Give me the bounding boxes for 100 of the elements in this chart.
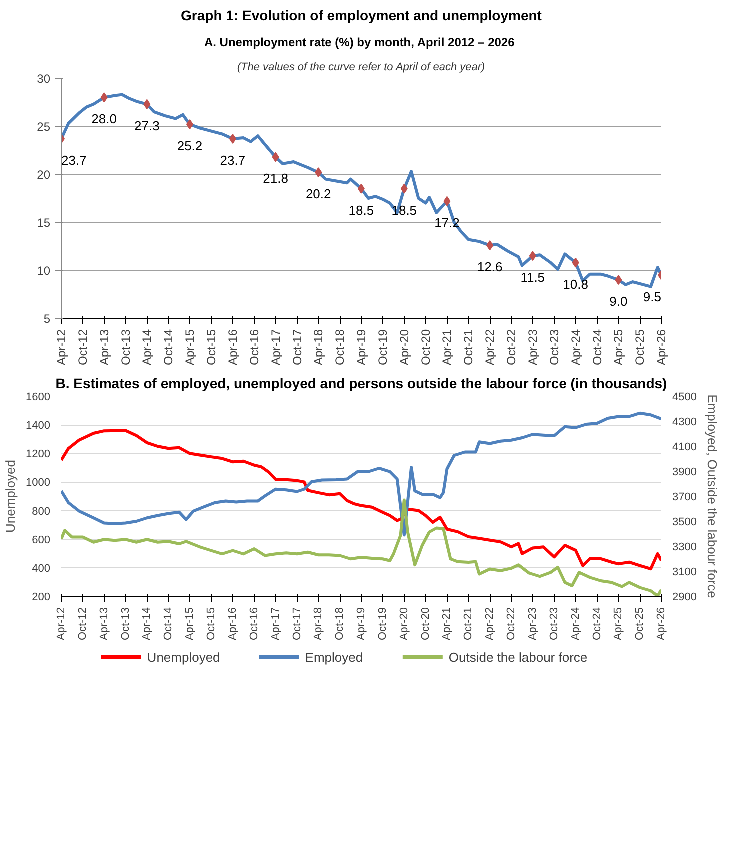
point [272, 152, 280, 162]
y-tick-label: 10 [37, 264, 51, 278]
y-tick-label: 1600 [26, 392, 51, 404]
x-tick-label: Oct-17 [291, 607, 304, 641]
x-tick-label: Apr-17 [268, 329, 283, 366]
x-tick-label: Apr-14 [140, 329, 154, 366]
line-series [62, 93, 662, 288]
y2-tick-label: 3900 [672, 466, 697, 478]
x-tick-label: Oct-15 [204, 329, 218, 366]
point [186, 120, 194, 130]
y-tick-label: 400 [32, 562, 51, 575]
text: (The values of the curve refer to April of each year) [237, 62, 486, 74]
point [486, 240, 494, 251]
y-tick-label: 5 [44, 312, 51, 326]
y-tick-label: 20 [37, 168, 51, 182]
x-tick-label: Apr-22 [483, 329, 498, 366]
x-tick-label: Oct-21 [462, 607, 475, 641]
x-tick-label: Oct-13 [120, 607, 132, 641]
data-label: 10.8 [563, 276, 588, 292]
y-tick-label: 1400 [26, 420, 51, 432]
y2-axis-title: Employed, Outside the labour force [704, 394, 720, 598]
x-tick-label: Apr-14 [141, 607, 154, 641]
x-tick-label: Oct-16 [248, 607, 260, 641]
x-tick-label: Oct-24 [591, 607, 604, 641]
data-label: 20.2 [306, 186, 332, 202]
x-tick-label: Apr-19 [355, 607, 368, 641]
x-tick-label: Apr-16 [226, 329, 240, 366]
y2-tick-label: 2900 [672, 592, 697, 604]
x-tick-label: Oct-12 [76, 607, 89, 641]
x-tick-label: Apr-24 [570, 607, 582, 641]
y2-tick-label: 3100 [672, 566, 697, 578]
x-tick-label: Apr-18 [312, 607, 325, 641]
data-label: 9.0 [610, 294, 628, 310]
x-tick-label: Oct-22 [506, 607, 518, 641]
x-tick-label: Oct-21 [462, 329, 476, 366]
x-tick-label: Oct-17 [290, 329, 304, 366]
x-tick-label: Oct-15 [205, 607, 218, 641]
x-tick-label: Apr-12 [54, 329, 68, 366]
data-label: 23.7 [220, 152, 246, 168]
y-tick-label: 15 [37, 216, 51, 230]
x-tick-label: Apr-23 [526, 607, 539, 641]
x-tick-label: Oct-12 [76, 329, 90, 366]
y2-tick-label: 4300 [672, 416, 697, 428]
y-tick-label: 1200 [26, 448, 51, 461]
x-tick-label: Oct-19 [376, 607, 389, 641]
point [529, 251, 536, 262]
point [444, 196, 451, 206]
x-tick-label: Oct-25 [633, 329, 648, 366]
point [572, 258, 580, 268]
x-tick-label: Oct-20 [420, 607, 432, 641]
x-tick-label: Apr-13 [97, 329, 112, 366]
data-label: 23.7 [62, 152, 87, 168]
data-label: 12.6 [477, 260, 503, 275]
x-tick-label: Apr-23 [526, 329, 540, 366]
x-tick-label: Apr-21 [441, 607, 454, 641]
x-tick-label: Oct-16 [247, 329, 262, 366]
y-tick-label: 800 [32, 506, 51, 518]
legend-label: Employed [305, 650, 364, 665]
point [229, 134, 236, 144]
legend-label: Outside the labour force [448, 650, 588, 665]
point [144, 99, 151, 110]
point [615, 275, 622, 286]
line-series [62, 412, 662, 537]
x-tick-label: Oct-14 [162, 607, 175, 641]
point [100, 92, 108, 103]
y-tick-label: 25 [37, 120, 51, 134]
x-tick-label: Apr-22 [484, 607, 496, 641]
y2-tick-label: 4100 [672, 442, 697, 454]
x-tick-label: Apr-12 [56, 607, 68, 641]
y-tick-label: 600 [32, 534, 51, 546]
y-tick-label: 200 [32, 592, 51, 604]
x-tick-label: Oct-18 [333, 329, 348, 366]
y2-tick-label: 3500 [672, 516, 697, 528]
x-tick-label: Apr-21 [440, 329, 454, 366]
x-tick-label: Apr-25 [612, 329, 626, 366]
chart-subtitle: A. Unemployment rate (%) by month, April 2012 – 2026 [204, 36, 516, 50]
line-series [62, 429, 662, 571]
y-tick-label: 1000 [26, 477, 51, 490]
x-tick-label: Apr-26 [656, 607, 668, 641]
data-label: 21.8 [263, 171, 288, 186]
x-tick-label: Apr-17 [270, 607, 282, 641]
data-label: 9.5 [643, 289, 662, 304]
x-tick-label: Apr-20 [398, 607, 410, 641]
x-tick-label: Oct-22 [504, 329, 519, 366]
point [358, 184, 365, 194]
data-label: 27.3 [134, 118, 160, 134]
y-axis-title: Unemployed [3, 460, 18, 533]
x-tick-label: Oct-20 [418, 329, 433, 366]
x-tick-label: Apr-20 [397, 329, 412, 366]
x-tick-label: Apr-13 [98, 607, 110, 641]
y2-tick-label: 3300 [672, 542, 697, 554]
x-tick-label: Apr-19 [354, 329, 368, 366]
x-tick-label: Oct-14 [162, 329, 176, 366]
y2-tick-label: 3700 [672, 492, 697, 504]
y-tick-label: 30 [37, 72, 51, 86]
x-tick-label: Apr-25 [612, 607, 625, 641]
x-tick-label: Oct-13 [118, 329, 133, 366]
x-tick-label: Oct-19 [376, 329, 390, 366]
x-tick-label: Oct-23 [547, 329, 562, 366]
data-label: 18.5 [348, 202, 374, 218]
